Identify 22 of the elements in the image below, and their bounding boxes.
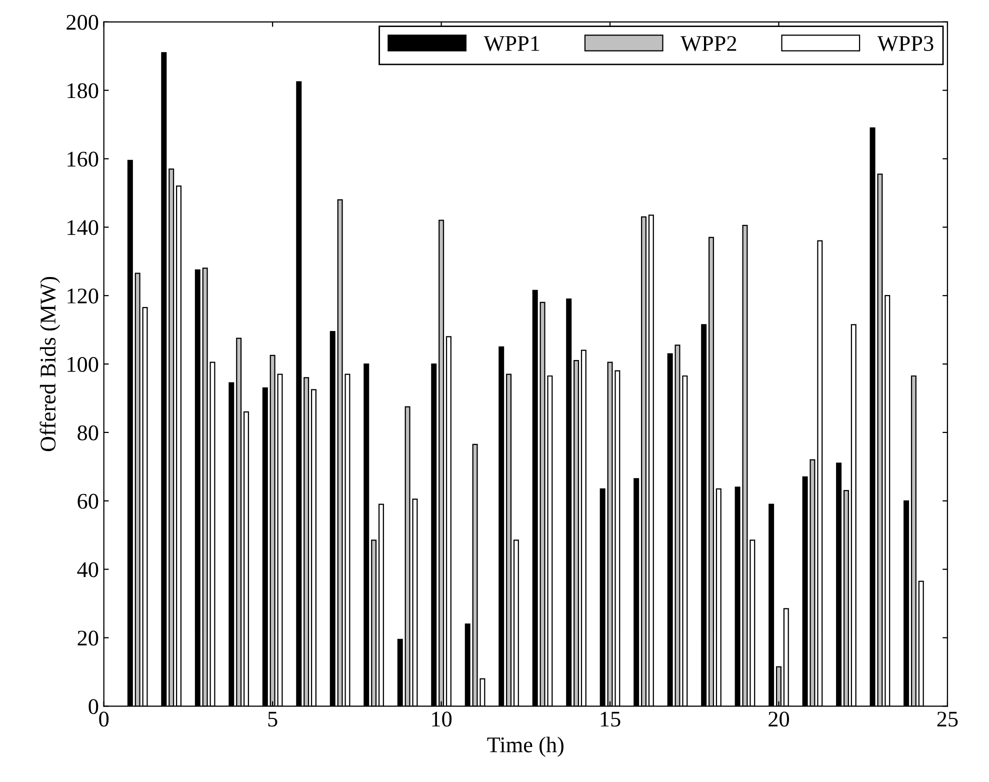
- y-tick-label: 180: [68, 83, 98, 98]
- legend-label: WPP2: [680, 36, 736, 52]
- y-tick-label: 0: [88, 699, 98, 714]
- legend-label: WPP1: [484, 36, 540, 52]
- y-tick-label: 140: [68, 220, 98, 236]
- x-tick-label: 10: [432, 712, 452, 727]
- y-tick-label: 80: [78, 425, 98, 440]
- y-tick-label: 20: [78, 630, 98, 646]
- y-tick-label: 160: [68, 152, 98, 167]
- y-tick-label: 200: [66, 14, 98, 30]
- y-tick-label: 120: [68, 288, 98, 304]
- y-tick-label: 60: [78, 494, 98, 509]
- x-tick-label: 15: [600, 712, 620, 727]
- x-axis-title: Time (h): [487, 736, 564, 757]
- x-tick-label: 0: [99, 712, 109, 727]
- x-tick-label: 20: [768, 712, 789, 727]
- y-tick-label: 100: [68, 356, 98, 372]
- x-tick-label: 5: [268, 712, 278, 727]
- x-tick-label: 25: [937, 712, 958, 727]
- y-tick-label: 40: [77, 562, 98, 578]
- legend-label: WPP3: [877, 36, 934, 52]
- y-axis-title: Offered Bids (MW): [40, 276, 60, 452]
